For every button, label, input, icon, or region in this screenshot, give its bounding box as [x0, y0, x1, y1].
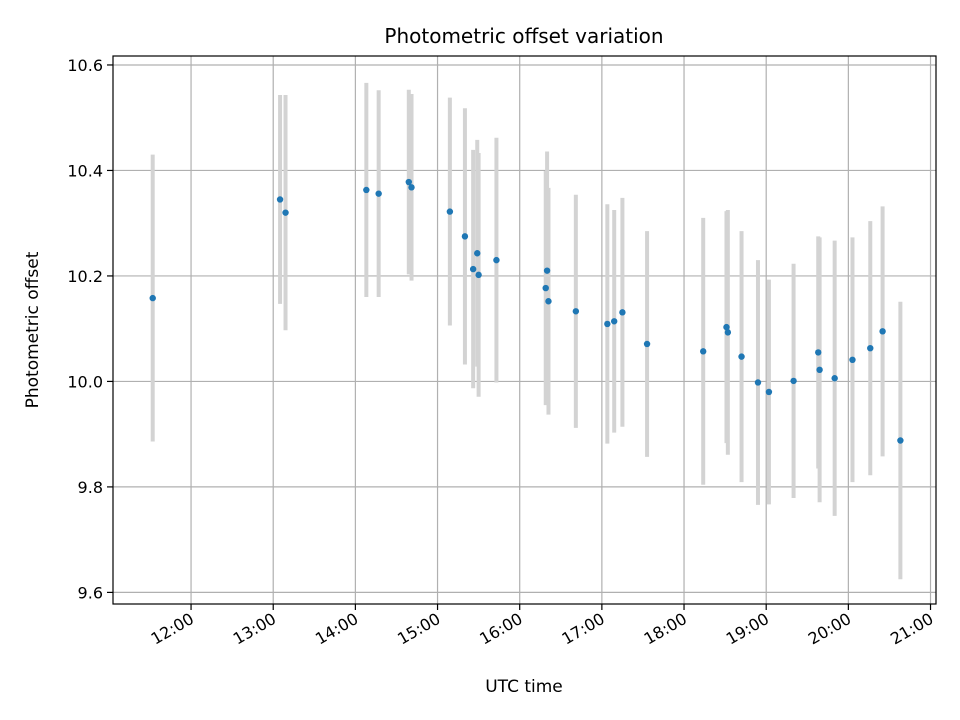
data-point	[849, 356, 856, 363]
data-point	[408, 184, 415, 191]
data-point	[474, 250, 481, 257]
data-point	[282, 209, 289, 216]
data-point	[405, 178, 412, 186]
data-point	[363, 186, 370, 194]
y-axis: 9.6 9.8 10.0 10.2 10.4 10.6	[67, 56, 113, 602]
data-point	[604, 320, 611, 328]
x-axis-title: UTC time	[485, 677, 563, 697]
y-tick-label: 10.0	[67, 372, 103, 391]
y-tick-label: 10.4	[67, 161, 103, 180]
y-tick-label: 9.6	[78, 583, 103, 602]
data-point	[700, 348, 707, 355]
data-point	[542, 284, 549, 292]
data-point	[493, 256, 500, 264]
data-point	[643, 340, 651, 348]
data-point	[545, 298, 552, 305]
data-points	[149, 178, 904, 444]
data-point	[815, 349, 822, 356]
data-point	[475, 271, 482, 279]
data-point	[831, 375, 838, 382]
data-point	[738, 353, 745, 360]
data-point	[543, 267, 551, 274]
y-tick-label: 9.8	[78, 478, 103, 497]
data-point	[375, 190, 382, 197]
grid	[113, 56, 936, 604]
y-tick-label: 10.6	[67, 56, 103, 75]
data-point	[867, 344, 874, 352]
data-point	[723, 323, 730, 331]
data-point	[619, 309, 626, 316]
data-point	[469, 265, 477, 273]
plot-frame	[112, 55, 937, 605]
data-point	[276, 196, 284, 203]
data-point	[572, 308, 580, 315]
chart-title: Photometric offset variation	[384, 24, 663, 48]
y-tick-label: 10.2	[67, 267, 103, 286]
data-point	[879, 328, 886, 335]
data-point	[816, 366, 823, 374]
y-axis-title: Photometric offset	[23, 251, 43, 408]
data-point	[790, 377, 797, 385]
data-point	[149, 294, 156, 302]
data-point	[610, 318, 618, 325]
data-point	[754, 379, 762, 386]
data-point	[765, 388, 773, 396]
data-point	[446, 208, 454, 215]
data-point	[724, 329, 732, 336]
data-point	[461, 233, 469, 240]
data-point	[897, 437, 904, 444]
